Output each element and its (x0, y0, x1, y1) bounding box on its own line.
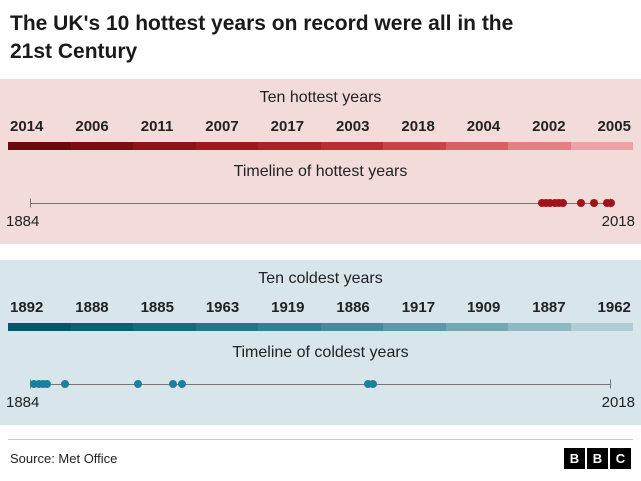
gradient-bar-segment (258, 323, 321, 332)
gradient-bar-segment (508, 323, 571, 332)
year-label: 2017 (270, 118, 305, 136)
year-label: 2002 (532, 118, 566, 136)
year-label: 1887 (532, 299, 566, 317)
year-label: 2005 (597, 118, 631, 136)
gradient-bar-segment (383, 323, 446, 332)
year-label: 2011 (140, 118, 174, 136)
timeline-end-tick (610, 379, 611, 389)
page-title: The UK's 10 hottest years on record were… (10, 12, 514, 63)
year-label: 1909 (466, 299, 501, 317)
timeline-start-label: 1884 (6, 213, 40, 231)
footer: Source: Met Office B B C (8, 439, 633, 479)
hottest-panel: Ten hottest years 2014 2006 2011 2007 2017 20… (0, 79, 641, 245)
timeline-end-label: 2018 (601, 394, 635, 412)
bbc-logo-block: B (564, 448, 585, 470)
gradient-bar-segment (570, 323, 633, 332)
coldest-timeline-labels: 1884 2018 (0, 394, 641, 411)
timeline-year-dot (368, 380, 377, 389)
year-label: 1919 (271, 299, 305, 317)
year-label: 2004 (466, 118, 501, 136)
bbc-logo: B B C (564, 448, 631, 470)
timeline-axis-line (30, 384, 611, 386)
gradient-bar-segment (508, 142, 571, 151)
gradient-bar-segment (320, 142, 383, 151)
gradient-bar-segment (8, 323, 71, 332)
coldest-panel: Ten coldest years 1892 1888 1885 1963 1919 18… (0, 260, 641, 426)
timeline-year-dot (550, 199, 559, 208)
year-label: 1888 (75, 299, 109, 317)
hottest-gradient-bar (8, 142, 633, 151)
timeline-year-dot (364, 380, 373, 389)
coldest-header: Ten coldest years (258, 270, 383, 288)
year-label: 2018 (401, 118, 435, 136)
bbc-logo-block: C (610, 448, 631, 470)
gradient-bar-segment (445, 323, 508, 332)
timeline-year-dot (30, 380, 39, 389)
timeline-end-label: 2018 (601, 213, 635, 231)
gradient-bar-segment (570, 142, 633, 151)
timeline-start-tick (30, 198, 31, 208)
coldest-gradient-bar (8, 323, 633, 332)
gradient-bar-segment (320, 323, 383, 332)
gradient-bar-segment (133, 142, 196, 151)
gradient-bar-segment (70, 323, 133, 332)
year-label: 1885 (140, 299, 174, 317)
gradient-bar-segment (8, 142, 71, 151)
source-text: Source: Met Office (10, 451, 118, 467)
year-label: 1963 (205, 299, 240, 317)
gradient-bar-segment (195, 142, 258, 151)
year-label: 1886 (336, 299, 370, 317)
gradient-bar-segment (195, 323, 258, 332)
hottest-timeline-labels: 1884 2018 (0, 213, 641, 230)
timeline-year-dot (537, 199, 546, 208)
gradient-bar-segment (70, 142, 133, 151)
gradient-bar-segment (133, 323, 196, 332)
gradient-bar-segment (383, 142, 446, 151)
year-label: 2003 (336, 118, 370, 136)
year-label: 1917 (401, 299, 436, 317)
timeline-year-dot (576, 199, 585, 208)
timeline-year-dot (607, 199, 615, 208)
bbc-logo-block: B (587, 448, 608, 470)
coldest-years-row: 1892 1888 1885 1963 1919 1886 1917 1909 1887 1962 (0, 299, 641, 316)
year-label: 2006 (75, 118, 109, 136)
timeline-year-dot (559, 199, 568, 208)
coldest-timeline-title: Timeline of coldest years (232, 344, 409, 362)
gradient-bar-segment (445, 142, 508, 151)
year-label: 1962 (597, 299, 631, 317)
timeline-year-dot (34, 380, 43, 389)
hottest-timeline (30, 196, 615, 210)
timeline-year-dot (169, 380, 178, 389)
timeline-year-dot (602, 199, 611, 208)
timeline-year-dot (177, 380, 186, 389)
year-label: 2014 (10, 118, 44, 136)
timeline-year-dot (554, 199, 563, 208)
timeline-year-dot (134, 380, 143, 389)
year-label: 1892 (10, 299, 44, 317)
timeline-year-dot (43, 380, 52, 389)
gradient-bar-segment (258, 142, 321, 151)
timeline-axis-line (30, 203, 611, 205)
hottest-years-row: 2014 2006 2011 2007 2017 2003 2018 2004 2002 2005 (0, 118, 641, 135)
timeline-year-dot (541, 199, 550, 208)
coldest-timeline (30, 377, 611, 391)
year-label: 2007 (205, 118, 239, 136)
hottest-header: Ten hottest years (259, 89, 382, 107)
timeline-year-dot (60, 380, 69, 389)
timeline-start-label: 1884 (6, 394, 40, 412)
timeline-year-dot (39, 380, 47, 389)
timeline-year-dot (546, 199, 555, 208)
timeline-year-dot (589, 199, 598, 208)
hottest-timeline-title: Timeline of hottest years (233, 163, 408, 181)
